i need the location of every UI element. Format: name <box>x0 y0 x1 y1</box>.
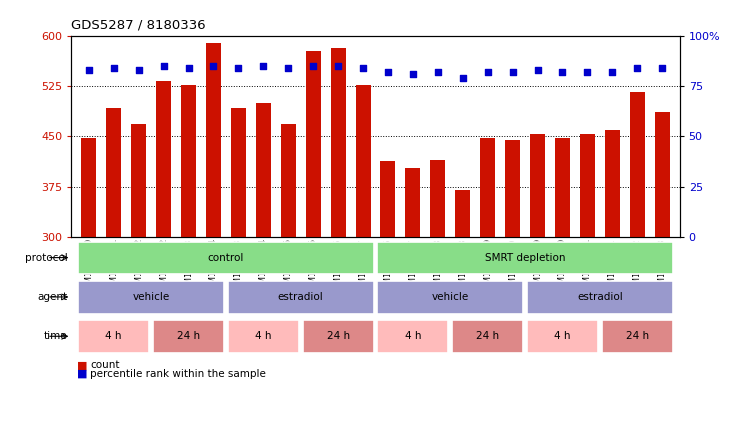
FancyBboxPatch shape <box>602 320 673 353</box>
Text: estradiol: estradiol <box>278 292 324 302</box>
Bar <box>530 135 545 237</box>
Bar <box>156 81 171 237</box>
Text: 4 h: 4 h <box>255 331 272 341</box>
Point <box>357 65 369 71</box>
FancyBboxPatch shape <box>452 320 523 353</box>
Point <box>632 65 644 71</box>
Point <box>258 63 270 69</box>
Bar <box>131 124 146 237</box>
FancyBboxPatch shape <box>303 320 374 353</box>
Text: SMRT depletion: SMRT depletion <box>485 253 566 263</box>
Bar <box>256 103 271 237</box>
Bar <box>455 190 470 237</box>
Point <box>556 69 569 75</box>
Bar <box>430 160 445 237</box>
Bar <box>605 130 620 237</box>
Bar <box>281 124 296 237</box>
Point <box>407 71 419 77</box>
Point <box>158 63 170 69</box>
Point <box>457 75 469 82</box>
Bar <box>406 168 421 237</box>
FancyBboxPatch shape <box>153 320 224 353</box>
FancyBboxPatch shape <box>228 281 374 314</box>
Text: agent: agent <box>38 292 68 302</box>
Point <box>107 65 119 71</box>
Point <box>606 69 618 75</box>
Point <box>532 67 544 74</box>
FancyBboxPatch shape <box>377 242 673 275</box>
Text: 4 h: 4 h <box>554 331 571 341</box>
Bar <box>81 138 96 237</box>
Point <box>656 65 668 71</box>
Point <box>581 69 593 75</box>
Bar <box>505 140 520 237</box>
Text: vehicle: vehicle <box>432 292 469 302</box>
Text: 4 h: 4 h <box>105 331 122 341</box>
Text: control: control <box>208 253 244 263</box>
Point <box>182 65 195 71</box>
Text: GDS5287 / 8180336: GDS5287 / 8180336 <box>71 19 206 32</box>
Bar <box>306 51 321 237</box>
Text: ■: ■ <box>77 369 88 379</box>
Text: percentile rank within the sample: percentile rank within the sample <box>90 369 266 379</box>
Bar <box>480 138 495 237</box>
Bar <box>381 161 396 237</box>
Text: 24 h: 24 h <box>476 331 499 341</box>
Text: estradiol: estradiol <box>577 292 623 302</box>
FancyBboxPatch shape <box>78 242 374 275</box>
Text: count: count <box>90 360 119 371</box>
Point <box>207 63 219 69</box>
Bar <box>206 43 221 237</box>
Bar <box>555 138 570 237</box>
Point <box>83 67 95 74</box>
Point <box>307 63 319 69</box>
Point <box>382 69 394 75</box>
FancyBboxPatch shape <box>377 320 448 353</box>
Bar <box>181 85 196 237</box>
Text: 24 h: 24 h <box>177 331 200 341</box>
Bar <box>655 112 670 237</box>
Text: protocol: protocol <box>25 253 68 263</box>
Bar <box>330 48 345 237</box>
Point <box>481 69 493 75</box>
FancyBboxPatch shape <box>377 281 523 314</box>
Point <box>232 65 244 71</box>
FancyBboxPatch shape <box>527 281 673 314</box>
FancyBboxPatch shape <box>228 320 299 353</box>
Bar <box>355 85 370 237</box>
Text: 24 h: 24 h <box>327 331 350 341</box>
Bar <box>231 107 246 237</box>
Text: ■: ■ <box>77 360 88 371</box>
Point <box>432 69 444 75</box>
FancyBboxPatch shape <box>78 281 224 314</box>
FancyBboxPatch shape <box>527 320 598 353</box>
Text: time: time <box>44 331 68 341</box>
Point <box>133 67 145 74</box>
Point <box>282 65 294 71</box>
Text: 4 h: 4 h <box>405 331 421 341</box>
Bar <box>630 91 645 237</box>
Text: 24 h: 24 h <box>626 331 649 341</box>
Bar <box>580 135 595 237</box>
Point <box>332 63 344 69</box>
Text: vehicle: vehicle <box>132 292 170 302</box>
Point <box>507 69 519 75</box>
FancyBboxPatch shape <box>78 320 149 353</box>
Bar <box>106 107 121 237</box>
